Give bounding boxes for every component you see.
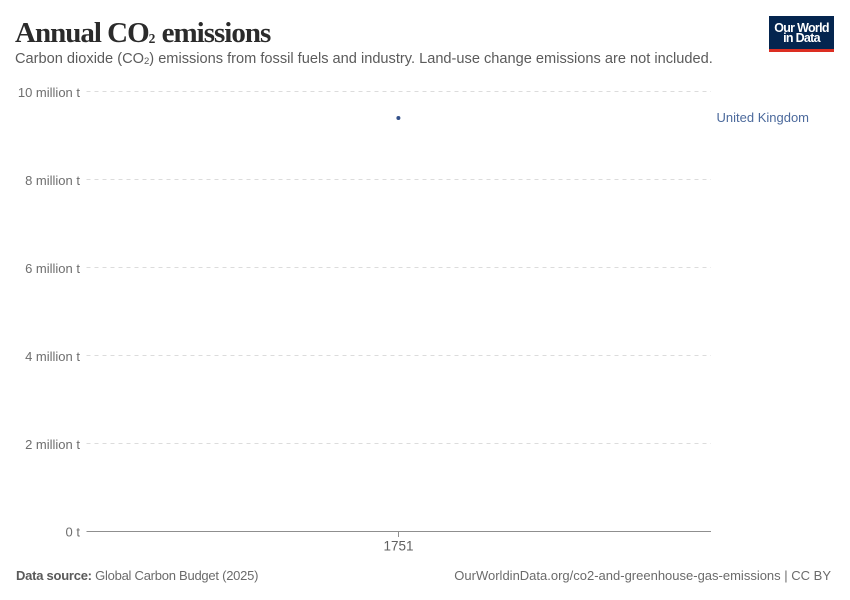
svg-text:1751: 1751 — [383, 539, 413, 554]
svg-text:8 million t: 8 million t — [25, 173, 80, 188]
svg-text:10 million t: 10 million t — [18, 85, 81, 100]
svg-text:4 million t: 4 million t — [25, 349, 80, 364]
svg-text:6 million t: 6 million t — [25, 261, 80, 276]
svg-text:0 t: 0 t — [66, 525, 81, 540]
svg-text:2 million t: 2 million t — [25, 437, 80, 452]
svg-text:United Kingdom: United Kingdom — [717, 110, 810, 125]
